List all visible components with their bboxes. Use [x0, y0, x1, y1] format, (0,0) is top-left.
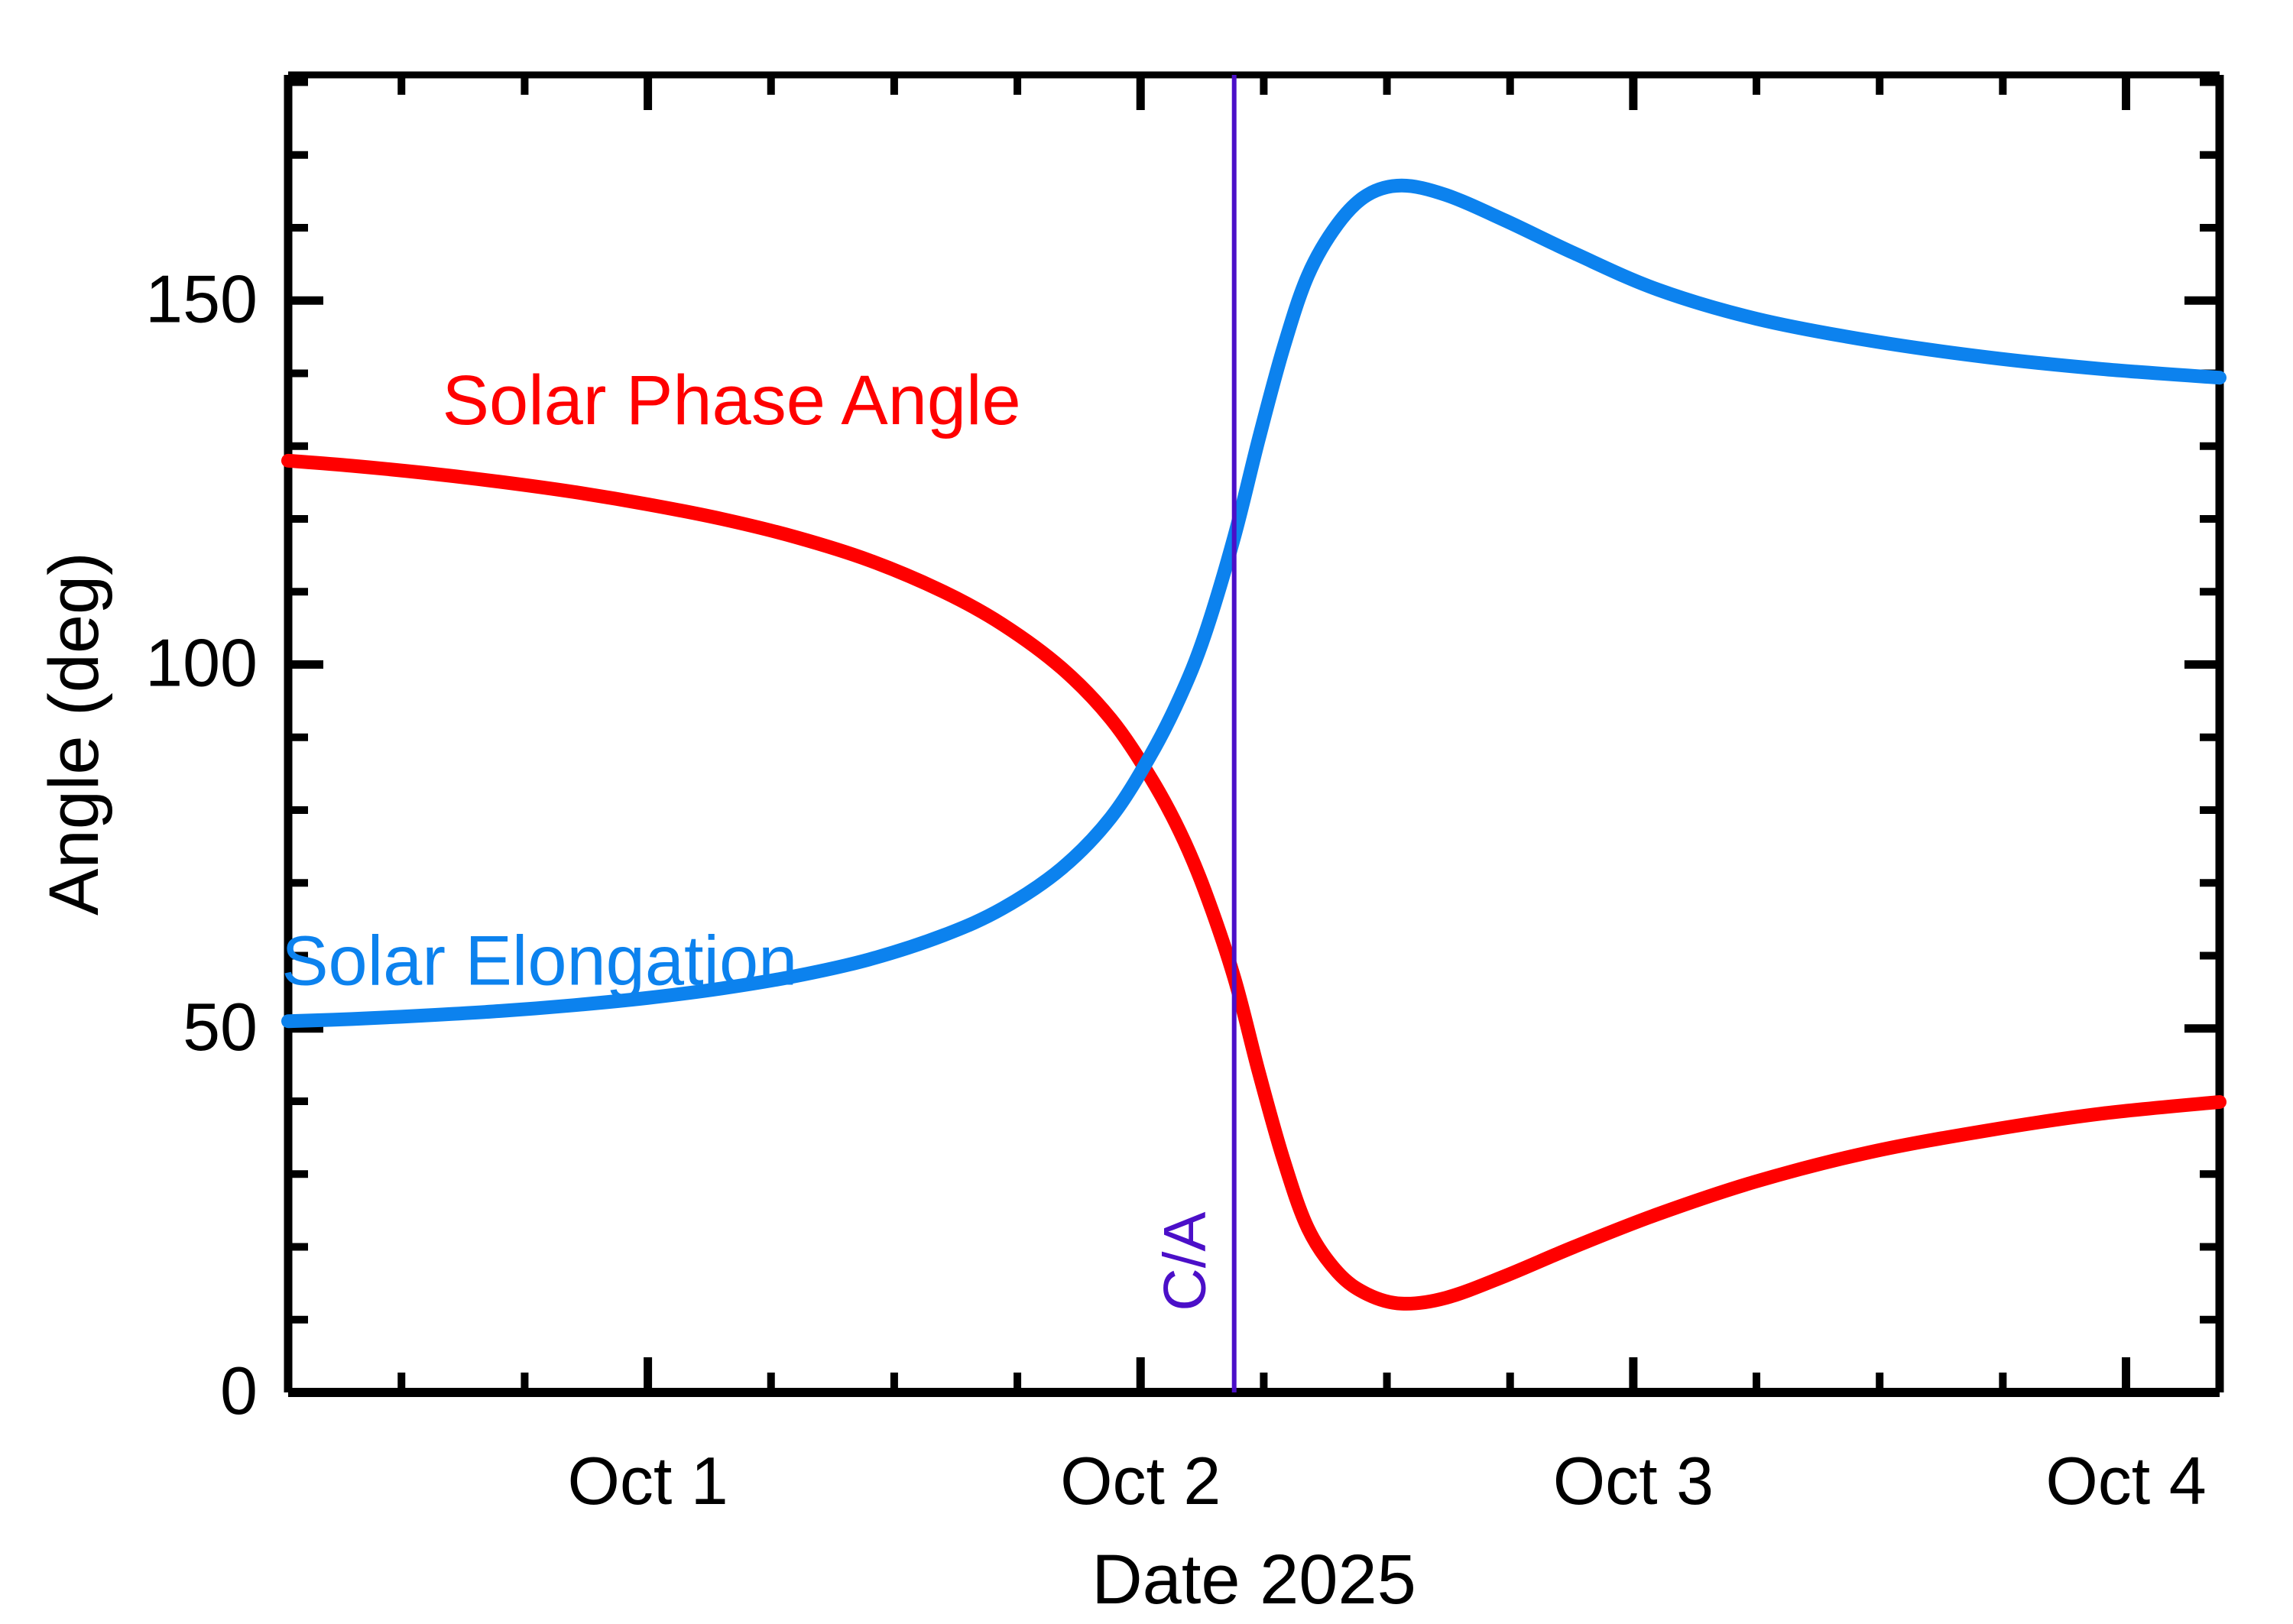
- axis-ticks: [288, 75, 2220, 1392]
- series-group: [281, 178, 2227, 1311]
- y-tick-label: 100: [145, 625, 258, 701]
- y-tick-label: 50: [183, 989, 258, 1065]
- series-line-solar-phase-angle: [281, 453, 2227, 1311]
- x-tick-label: Oct 1: [567, 1443, 728, 1519]
- y-axis-title: Angle (deg): [35, 552, 113, 916]
- axis-and-series-labels: 0 50 100 150 Oct 1 Oct 2 Oct 3 Oct 4 Date 2025 An…: [35, 261, 2207, 1619]
- x-tick-label: Oct 4: [2045, 1443, 2206, 1519]
- y-tick-label: 0: [220, 1353, 258, 1428]
- ca-label: C/A: [1151, 1212, 1218, 1311]
- x-axis-title: Date 2025: [1091, 1541, 1416, 1619]
- series-line-solar-elongation: [281, 178, 2227, 1029]
- x-tick-label: Oct 2: [1060, 1443, 1221, 1519]
- plot-frame: [284, 71, 2224, 1397]
- y-tick-label: 150: [145, 261, 258, 336]
- series-label-solar-phase-angle: Solar Phase Angle: [443, 361, 1021, 439]
- x-tick-label: Oct 3: [1553, 1443, 1714, 1519]
- series-label-solar-elongation: Solar Elongation: [281, 922, 797, 1000]
